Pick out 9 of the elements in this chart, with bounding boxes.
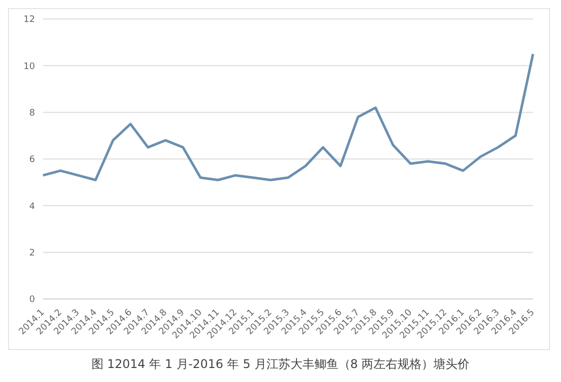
text: 图 12014 年 1 月-2016 年 5 月江苏大丰鲫鱼（8 两左右规格）塘头价	[90, 356, 471, 373]
y-tick-label: 8	[29, 108, 36, 119]
y-tick-label: 2	[29, 248, 35, 259]
y-tick-label: 10	[24, 62, 36, 72]
y-tick-label: 0	[29, 295, 36, 306]
y-tick-label: 6	[29, 155, 36, 166]
line-series	[42, 52, 534, 182]
y-tick-label: 4	[29, 202, 36, 212]
y-tick-label: 12	[24, 15, 35, 26]
